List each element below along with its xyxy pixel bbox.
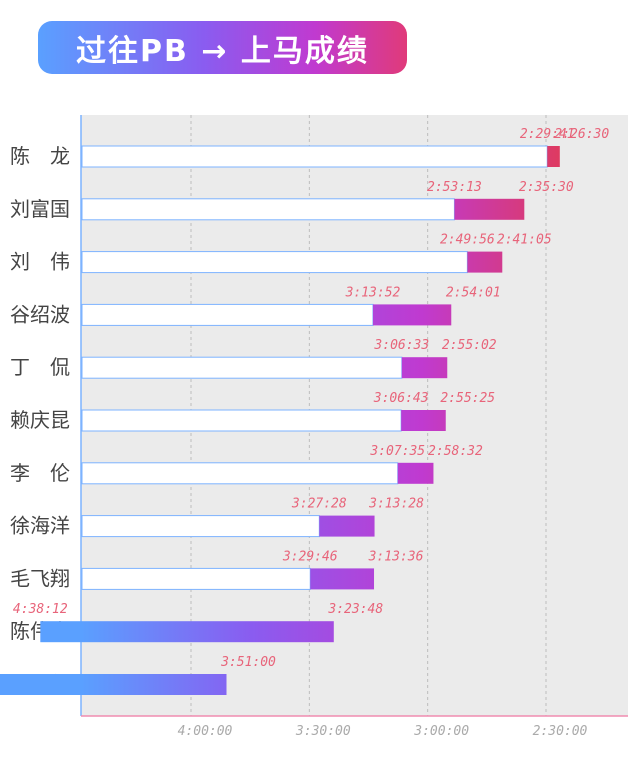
improvement-bar	[310, 568, 375, 590]
pb-bar	[81, 356, 403, 379]
category-label: 丁 侃	[10, 355, 70, 379]
chart-title-banner: 过往PB → 上马成绩	[38, 21, 407, 74]
x-tick-label: 4:00:00	[178, 724, 233, 739]
improvement-bar	[401, 357, 448, 379]
pb-bar	[81, 251, 468, 274]
category-label: 刘富国	[10, 197, 70, 221]
improvement-bar	[454, 198, 525, 220]
pb-value-label: 4:38:12	[13, 602, 68, 617]
race-value-label: 2:54:01	[446, 285, 501, 300]
pb-value-label: 3:27:28	[291, 497, 347, 512]
improvement-bar	[0, 674, 227, 695]
x-tick-label: 3:00:00	[413, 724, 469, 739]
category-label: 李 伦	[10, 461, 70, 485]
improvement-bar	[40, 621, 334, 643]
pb-value-label: 2:53:13	[427, 180, 482, 195]
pb-value-label: 3:29:46	[282, 549, 338, 564]
pb-bar	[81, 198, 455, 221]
category-label: 赖庆昆	[10, 408, 70, 432]
pb-value-label: 3:06:43	[373, 391, 429, 406]
race-value-label: 2:55:02	[442, 338, 497, 353]
category-label: 谷绍波	[10, 302, 70, 326]
pb-value-label: 2:29:41	[520, 127, 575, 142]
category-label: 刘 伟	[10, 250, 70, 274]
pb-value-label: 3:13:52	[345, 285, 401, 300]
improvement-bar	[319, 515, 375, 537]
x-tick-label: 2:30:00	[533, 724, 588, 739]
pb-bar	[81, 515, 320, 538]
improvement-bar	[397, 462, 434, 484]
improvement-bar	[467, 251, 503, 273]
category-label: 毛飞翔	[10, 566, 70, 590]
race-value-label: 3:13:28	[368, 497, 424, 512]
race-value-label: 3:13:36	[368, 549, 424, 564]
improvement-bar	[401, 410, 446, 431]
race-value-label: 2:58:32	[428, 444, 483, 459]
race-value-label: 3:23:48	[327, 602, 383, 617]
pb-bar	[81, 567, 311, 590]
x-tick-label: 3:30:00	[295, 724, 351, 739]
category-label: 徐海洋	[10, 514, 70, 538]
race-value-label: 2:41:05	[497, 233, 552, 248]
pb-bar	[81, 409, 402, 432]
race-value-label: 2:55:25	[440, 391, 495, 406]
pb-bar	[81, 303, 374, 326]
race-value-label: 2:26:30	[554, 127, 609, 142]
pb-value-label: 3:07:35	[369, 444, 425, 459]
pb-bar	[81, 145, 548, 168]
pb-value-label: 2:49:56	[440, 233, 495, 248]
pb-value-label: 3:06:33	[373, 338, 429, 353]
improvement-bar	[547, 146, 560, 167]
category-label: 陈 龙	[10, 144, 70, 168]
race-value-label: 3:51:00	[220, 655, 276, 670]
chart-title: 过往PB → 上马成绩	[76, 33, 369, 69]
improvement-bar	[372, 304, 452, 326]
pb-bar	[81, 462, 399, 485]
race-value-label: 2:35:30	[519, 180, 574, 195]
